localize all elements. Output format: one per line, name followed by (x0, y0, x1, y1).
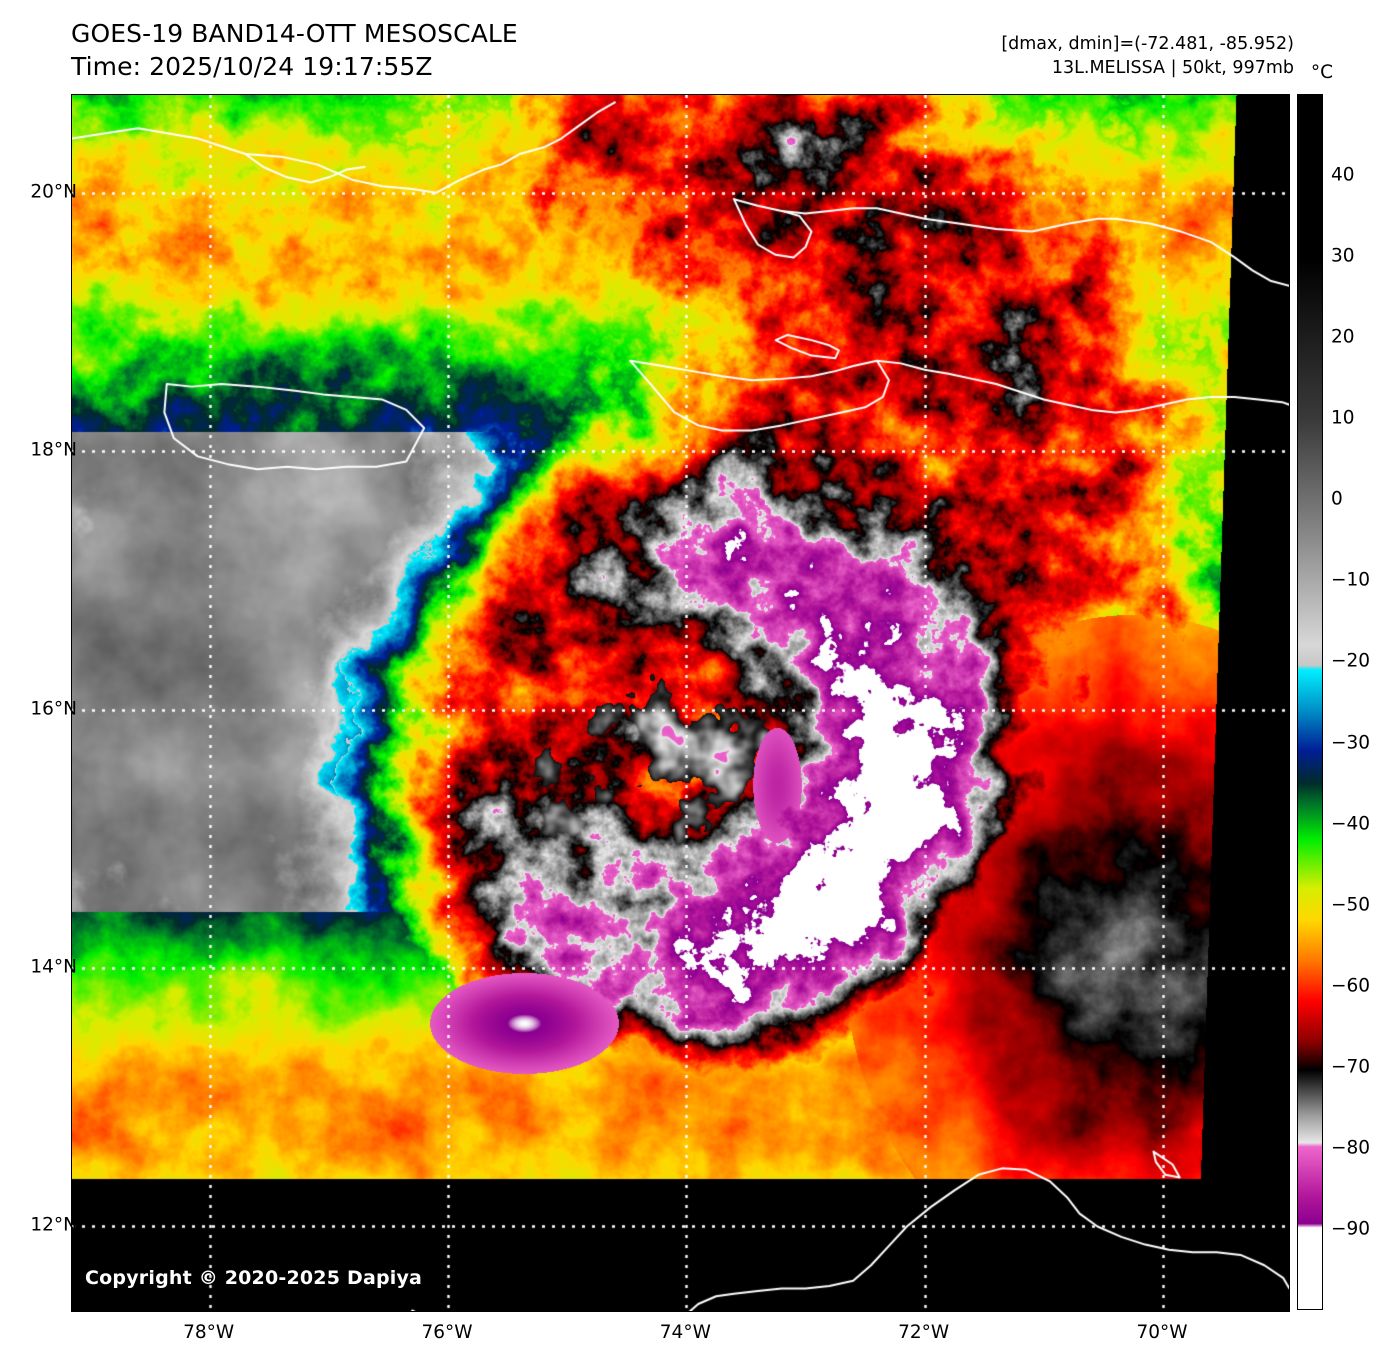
lon-tick-label: 76°W (421, 1322, 473, 1343)
lon-tick-label: 70°W (1136, 1322, 1188, 1343)
colorbar[interactable] (1297, 94, 1323, 1310)
lat-tick-label: 18°N (30, 439, 77, 461)
lat-tick-label: 12°N (30, 1214, 77, 1236)
colorbar-gradient (1297, 94, 1323, 1310)
colorbar-tick-label: −10 (1331, 569, 1371, 591)
colorbar-tick-label: −80 (1331, 1137, 1371, 1159)
colorbar-tick-label: −20 (1331, 650, 1371, 672)
metadata-block: [dmax, dmin]=(-72.481, -85.952) 13L.MELI… (1001, 33, 1294, 80)
lon-tick-label: 72°W (898, 1322, 950, 1343)
colorbar-tick-label: −50 (1331, 894, 1371, 916)
copyright-label: Copyright © 2020-2025 Dapiya (85, 1267, 423, 1289)
dminmax-label: [dmax, dmin]=(-72.481, -85.952) (1001, 34, 1294, 54)
latlon-gridlines-layer (72, 95, 1289, 1311)
colorbar-tick-label: −60 (1331, 975, 1371, 997)
colorbar-tick-label: 10 (1331, 407, 1355, 429)
lat-tick-label: 14°N (30, 956, 77, 978)
colorbar-tick-label: −70 (1331, 1056, 1371, 1078)
colorbar-tick-label: −90 (1331, 1218, 1371, 1240)
title-block: GOES-19 BAND14-OTT MESOSCALE Time: 2025/… (71, 17, 518, 83)
colorbar-unit-label: °C (1310, 62, 1334, 83)
colorbar-tick-label: −40 (1331, 813, 1371, 835)
timestamp-label: Time: 2025/10/24 19:17:55Z (71, 52, 433, 81)
lat-tick-label: 16°N (30, 698, 77, 720)
storm-info-label: 13L.MELISSA | 50kt, 997mb (1051, 57, 1294, 78)
colorbar-tick-label: 40 (1331, 164, 1355, 186)
colorbar-tick-label: −30 (1331, 732, 1371, 754)
colorbar-tick-label: 20 (1331, 326, 1355, 348)
lon-tick-label: 78°W (183, 1322, 235, 1343)
page-title: GOES-19 BAND14-OTT MESOSCALE (71, 19, 518, 48)
colorbar-tick-label: 30 (1331, 245, 1355, 267)
satellite-image-plot[interactable]: Copyright © 2020-2025 Dapiya (71, 94, 1290, 1312)
colorbar-tick-label: 0 (1331, 488, 1343, 510)
lat-tick-label: 20°N (30, 181, 77, 203)
lon-tick-label: 74°W (659, 1322, 711, 1343)
